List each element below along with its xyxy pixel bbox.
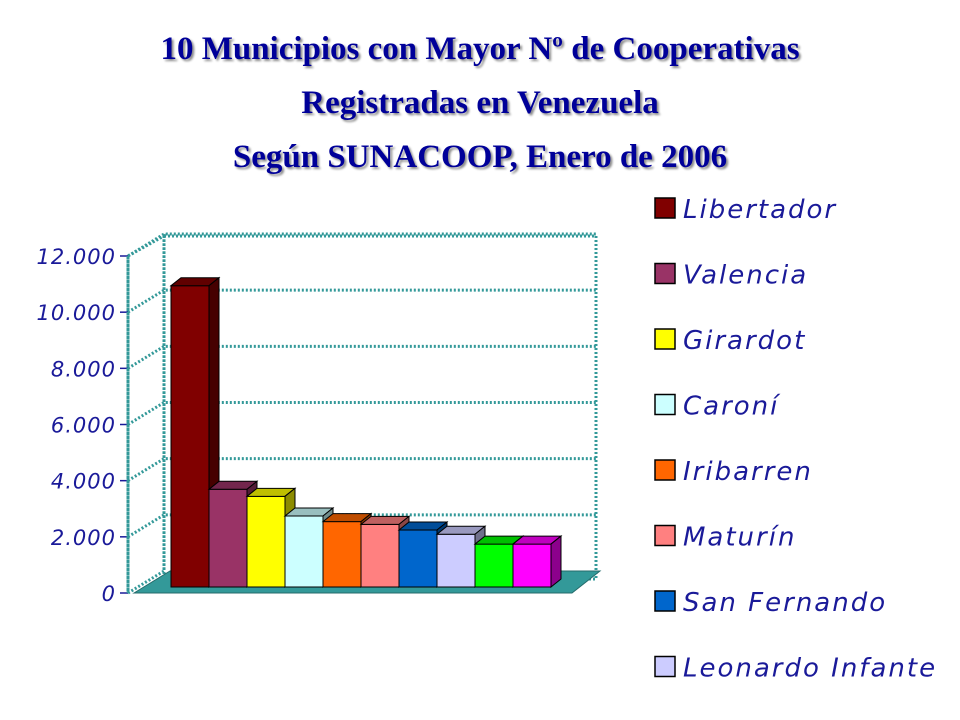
chart-grid bbox=[126, 232, 598, 596]
bar-front bbox=[474, 543, 514, 588]
legend-swatch bbox=[654, 328, 676, 350]
legend-swatch bbox=[654, 590, 676, 612]
y-tick-label: 0 bbox=[102, 582, 116, 606]
legend-item: Valencia bbox=[654, 261, 808, 291]
y-tick-label: 10.000 bbox=[37, 301, 116, 325]
bar-front bbox=[512, 543, 552, 588]
bar-series bbox=[169, 276, 563, 589]
legend-label: Iribarren bbox=[683, 457, 813, 487]
legend-item: Libertador bbox=[654, 195, 837, 225]
legend-swatch bbox=[654, 524, 676, 547]
y-tick-label: 4.000 bbox=[51, 470, 116, 494]
legend-item: Girardot bbox=[654, 326, 806, 356]
legend-item: Caroní bbox=[654, 392, 781, 422]
legend-label: Leonardo Infante bbox=[683, 654, 937, 684]
y-tick-label: 12.000 bbox=[37, 245, 116, 269]
legend-label: Libertador bbox=[683, 195, 837, 225]
legend-label: Maturín bbox=[683, 523, 796, 553]
title-line-2: Registradas en Venezuela bbox=[301, 85, 659, 121]
chart-title: 10 Municipios con Mayor Nº de Cooperativ… bbox=[0, 22, 960, 184]
legend-item: Iribarren bbox=[654, 457, 813, 487]
title-line-3: Según SUNACOOP, Enero de 2006 bbox=[232, 139, 728, 175]
back-wall bbox=[162, 234, 598, 581]
y-tick-label: 2.000 bbox=[51, 526, 116, 550]
y-tick-label: 6.000 bbox=[51, 414, 116, 438]
legend-label: San Fernando bbox=[683, 588, 887, 618]
bar-front bbox=[208, 488, 248, 588]
bar-side bbox=[550, 535, 562, 589]
legend-item: San Fernando bbox=[654, 588, 887, 618]
bar-front bbox=[170, 285, 210, 588]
title-line-1: 10 Municipios con Mayor Nº de Cooperativ… bbox=[160, 31, 800, 67]
legend-swatch bbox=[654, 459, 676, 481]
legend-label: Caroní bbox=[683, 392, 781, 422]
legend-swatch bbox=[654, 262, 676, 285]
bar-front bbox=[360, 523, 400, 588]
y-tick-label: 8.000 bbox=[51, 357, 116, 381]
legend-swatch bbox=[654, 655, 676, 678]
legend: Libertador Valencia Girardot Caroní Iribarre… bbox=[654, 195, 937, 684]
bar bbox=[321, 512, 373, 589]
bar bbox=[397, 520, 449, 589]
bar-front bbox=[246, 495, 286, 588]
legend-item: Leonardo Infante bbox=[654, 654, 937, 684]
legend-label: Girardot bbox=[683, 326, 806, 356]
legend-swatch bbox=[654, 393, 676, 416]
side-wall bbox=[126, 233, 166, 596]
bar bbox=[511, 535, 563, 589]
legend-item: Maturín bbox=[654, 523, 796, 553]
bar-front bbox=[322, 521, 362, 588]
legend-swatch bbox=[654, 197, 676, 219]
bar-front bbox=[436, 533, 476, 588]
y-axis: 0 2.000 4.000 6.000 8.000 10.000 12.000 bbox=[37, 245, 130, 606]
legend-label: Valencia bbox=[683, 261, 808, 291]
bar-front bbox=[284, 515, 324, 588]
bar-front bbox=[398, 529, 438, 588]
